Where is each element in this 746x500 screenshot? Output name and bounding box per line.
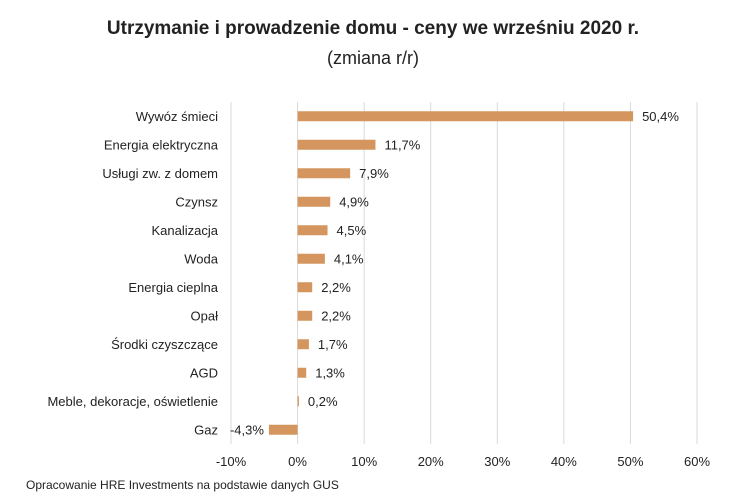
bar: [297, 111, 634, 122]
category-label: Usługi zw. z domem: [102, 166, 218, 181]
value-label: 0,2%: [308, 394, 338, 409]
x-tick-label: 60%: [684, 454, 710, 469]
bar: [297, 253, 325, 264]
bar: [297, 367, 307, 378]
x-tick-label: -10%: [216, 454, 247, 469]
category-label: Kanalizacja: [152, 223, 219, 238]
bars: [268, 111, 634, 435]
bar: [297, 139, 376, 150]
x-tick-label: 40%: [551, 454, 577, 469]
x-tick-label: 0%: [288, 454, 307, 469]
labels: -10% 0% 10% 20% 30% 40% 50% 60% Wywóz śmieci 50,4…: [47, 109, 710, 469]
value-label: 1,3%: [315, 365, 345, 380]
chart-subtitle: (zmiana r/r): [326, 48, 419, 68]
bar: [297, 396, 299, 407]
category-label: Woda: [184, 251, 218, 266]
value-label: 2,2%: [321, 308, 351, 323]
chart-title: Utrzymanie i prowadzenie domu - ceny we …: [106, 18, 640, 39]
x-tick-label: 30%: [484, 454, 510, 469]
category-label: Środki czyszczące: [111, 337, 218, 352]
category-label: Wywóz śmieci: [136, 109, 218, 124]
bar: [297, 282, 313, 293]
category-label: Czynsz: [175, 194, 218, 209]
bar: [297, 310, 313, 321]
value-label: 4,1%: [334, 251, 364, 266]
value-label: 50,4%: [642, 109, 679, 124]
category-label: Energia cieplna: [128, 280, 218, 295]
value-label: 4,9%: [339, 194, 369, 209]
value-label: 7,9%: [359, 166, 389, 181]
value-label: 1,7%: [318, 337, 348, 352]
category-label: Energia elektryczna: [104, 137, 219, 152]
source-note: Opracowanie HRE Investments na podstawie…: [26, 478, 339, 492]
bar: [297, 339, 309, 350]
x-tick-label: 20%: [418, 454, 444, 469]
value-label: -4,3%: [230, 422, 264, 437]
bar: [268, 424, 298, 435]
gridlines: [230, 102, 698, 444]
value-label: 2,2%: [321, 280, 351, 295]
x-tick-label: 10%: [351, 454, 377, 469]
category-label: Opał: [191, 308, 219, 323]
bar: [297, 225, 328, 236]
value-label: 4,5%: [337, 223, 367, 238]
category-label: AGD: [190, 365, 218, 380]
x-tick-label: 50%: [617, 454, 643, 469]
category-label: Meble, dekoracje, oświetlenie: [47, 394, 218, 409]
category-label: Gaz: [194, 422, 218, 437]
bar: [297, 196, 331, 207]
value-label: 11,7%: [384, 137, 420, 152]
bar: [297, 168, 351, 179]
